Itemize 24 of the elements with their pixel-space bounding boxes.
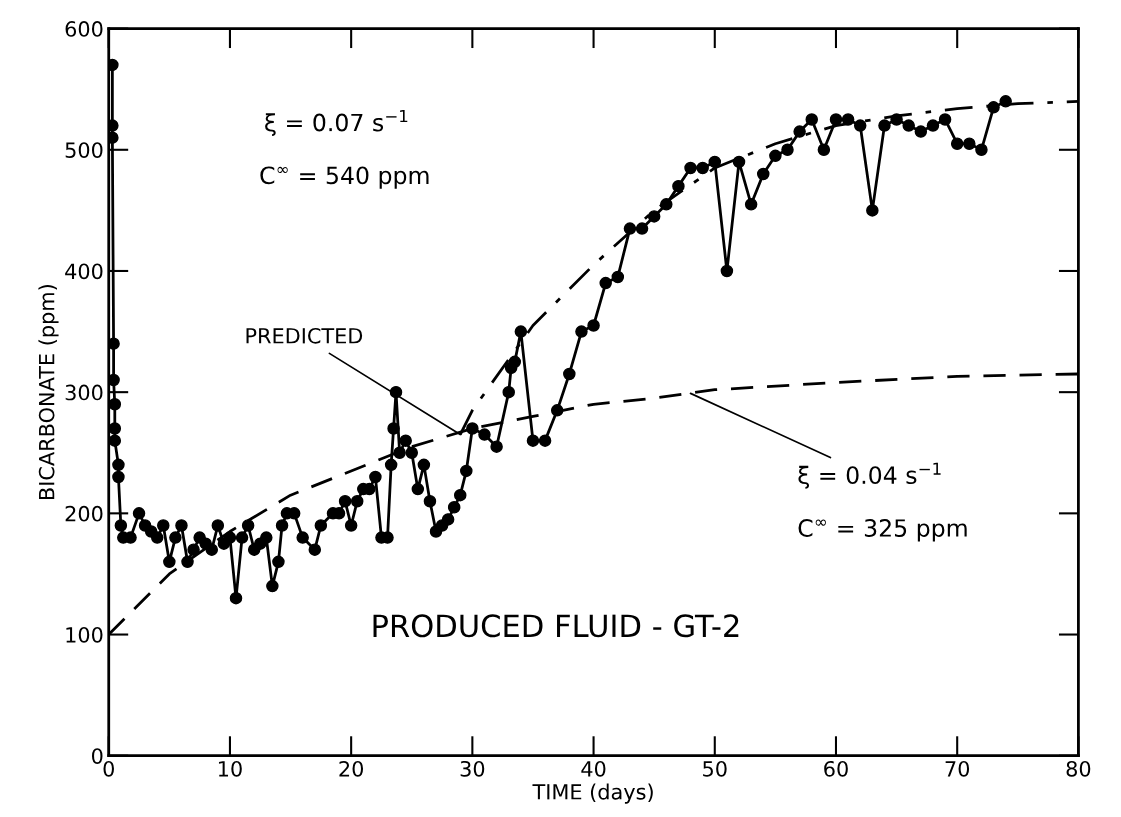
- x-tick-label: 0: [103, 760, 114, 777]
- x-tick-label: 10: [218, 760, 242, 777]
- x-axis-title: TIME (days): [532, 783, 653, 804]
- x-tick-label: 80: [1066, 760, 1091, 777]
- x-tick-label: 60: [824, 760, 848, 777]
- annotation: PREDICTED: [246, 327, 363, 344]
- y-tick-label: 100: [66, 626, 103, 643]
- x-tick-label: 50: [703, 760, 727, 777]
- annotation: C$^{∞}$ = 325 ppm: [798, 519, 967, 542]
- annotation: ξ = 0.04 s$^{−1}$: [798, 462, 941, 489]
- x-tick-label: 40: [581, 760, 606, 777]
- x-tick-label: 70: [945, 760, 970, 777]
- annotation: C$^{∞}$ = 540 ppm: [260, 166, 429, 189]
- y-tick-label: 200: [65, 505, 103, 522]
- y-axis-title: BICARBONATE (ppm): [38, 285, 59, 499]
- y-tick-label: 600: [65, 21, 103, 37]
- x-tick-label: 20: [339, 760, 364, 777]
- x-tick-label: 30: [460, 760, 485, 777]
- annotation: PRODUCED FLUID - GT-2: [373, 614, 739, 638]
- y-tick-label: 400: [65, 263, 103, 280]
- y-tick-label: 500: [65, 142, 103, 158]
- y-tick-label: 300: [65, 384, 103, 401]
- y-tick-label: 0: [91, 748, 103, 764]
- annotation: ξ = 0.07 s$^{−1}$: [265, 110, 408, 137]
